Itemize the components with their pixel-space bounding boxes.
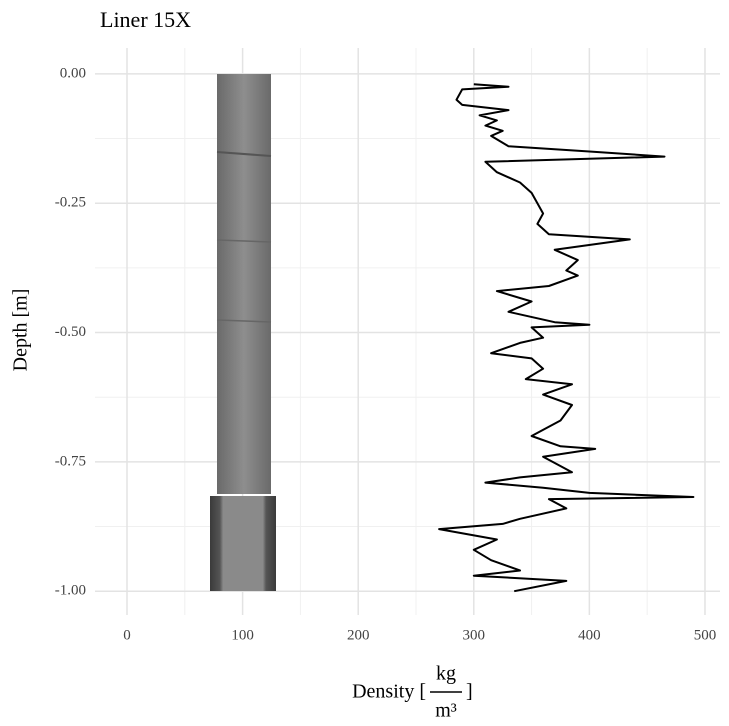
x-label-denominator: m³	[435, 700, 457, 722]
y-axis-label: Depth [m]	[10, 289, 32, 372]
chart-title: Liner 15X	[100, 7, 191, 32]
y-tick-label: -1.00	[55, 583, 86, 599]
x-label-prefix: Density [	[352, 681, 426, 703]
core-lower	[210, 496, 276, 591]
x-tick-label: 500	[694, 627, 717, 643]
y-tick-label: -0.25	[55, 195, 86, 211]
x-tick-label: 200	[347, 627, 370, 643]
grid	[95, 48, 720, 615]
core-layer	[216, 239, 272, 243]
core-image	[210, 74, 276, 591]
core-layer	[216, 319, 272, 323]
y-tick-label: -0.50	[55, 324, 86, 340]
x-tick-label: 300	[463, 627, 486, 643]
x-label-suffix: ]	[466, 681, 473, 703]
x-tick-label: 400	[578, 627, 601, 643]
x-tick-label: 0	[123, 627, 131, 643]
x-tick-label: 100	[231, 627, 254, 643]
core-upper	[217, 74, 271, 494]
core-layer	[216, 151, 272, 157]
density-line	[438, 83, 695, 593]
y-tick-label: 0.00	[60, 65, 86, 81]
y-tick-label: -0.75	[55, 453, 86, 469]
x-label-numerator: kg	[436, 663, 456, 685]
